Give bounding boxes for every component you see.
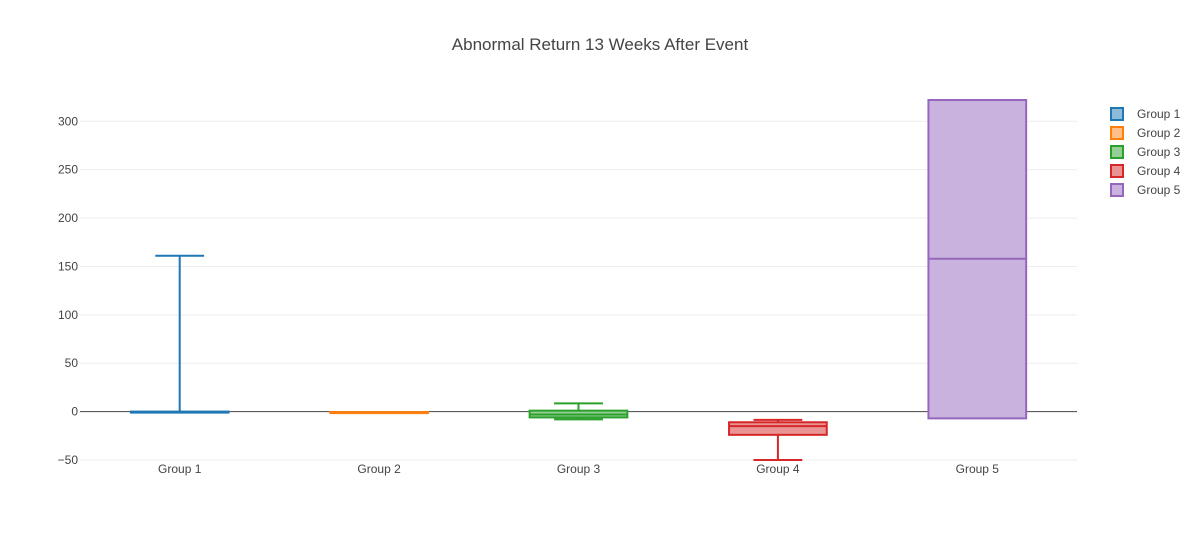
y-axis: −50 0 50 100 150 200 250 300	[58, 114, 79, 467]
legend-swatch	[1110, 164, 1124, 178]
box-group-5	[927, 99, 1028, 420]
legend: Group 1 Group 2 Group 3 Group 4 Group 5	[1110, 107, 1181, 197]
y-tick-label: 150	[58, 259, 78, 273]
legend-item: Group 2	[1110, 126, 1181, 140]
legend-swatch	[1110, 126, 1124, 140]
y-tick-label: 100	[58, 308, 78, 322]
legend-item: Group 1	[1110, 107, 1181, 121]
y-tick-label: 200	[58, 211, 78, 225]
x-tick-label: Group 4	[756, 462, 800, 476]
legend-swatch	[1110, 145, 1124, 159]
legend-label: Group 5	[1137, 183, 1181, 197]
legend-label: Group 3	[1137, 145, 1181, 159]
x-tick-label: Group 1	[158, 462, 202, 476]
box-group-2	[329, 411, 429, 415]
y-tick-label: 300	[58, 114, 78, 128]
boxes-layer	[129, 99, 1028, 461]
grid-layer	[80, 120, 1077, 461]
chart-title: Abnormal Return 13 Weeks After Event	[452, 35, 749, 54]
x-tick-label: Group 3	[557, 462, 601, 476]
legend-label: Group 1	[1137, 107, 1181, 121]
legend-item: Group 4	[1110, 164, 1181, 178]
box-group-1	[129, 254, 230, 414]
y-tick-label: −50	[58, 453, 79, 467]
x-axis: Group 1 Group 2 Group 3 Group 4 Group 5	[158, 462, 999, 476]
legend-item: Group 3	[1110, 145, 1181, 159]
legend-label: Group 4	[1137, 164, 1181, 178]
legend-swatch	[1110, 183, 1124, 197]
y-tick-label: 50	[65, 356, 79, 370]
box-group-4	[728, 418, 828, 461]
x-tick-label: Group 5	[956, 462, 1000, 476]
y-tick-label: 0	[71, 405, 78, 419]
box-group-3	[528, 402, 629, 421]
y-tick-label: 250	[58, 163, 78, 177]
x-tick-label: Group 2	[357, 462, 401, 476]
legend-item: Group 5	[1110, 183, 1181, 197]
legend-label: Group 2	[1137, 126, 1181, 140]
box-body	[728, 421, 828, 436]
legend-swatch	[1110, 107, 1124, 121]
